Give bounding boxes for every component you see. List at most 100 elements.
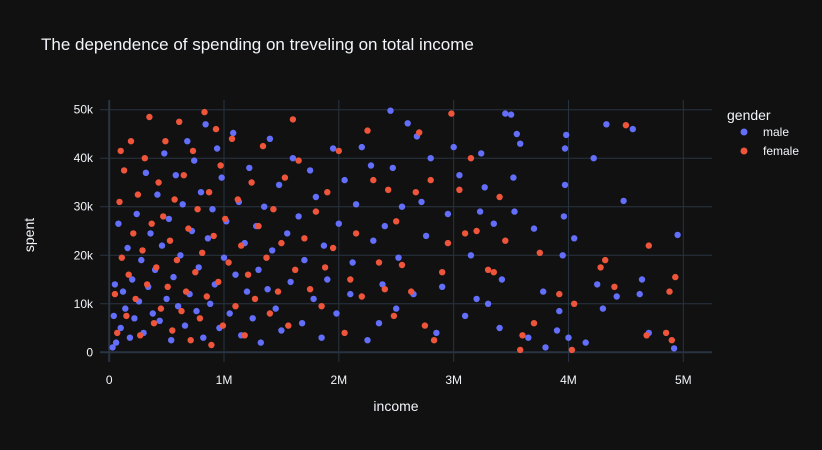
data-point-female bbox=[127, 138, 135, 145]
data-point-male bbox=[213, 145, 221, 152]
data-point-male bbox=[110, 312, 118, 320]
data-point-female bbox=[381, 286, 388, 293]
data-point-female bbox=[645, 242, 652, 249]
data-point-male bbox=[329, 145, 337, 152]
data-point-male bbox=[154, 191, 161, 198]
y-tick-label: 30k bbox=[74, 200, 94, 214]
data-point-female bbox=[289, 116, 297, 123]
data-point-male bbox=[158, 242, 166, 249]
data-point-male bbox=[613, 293, 620, 300]
data-point-female bbox=[194, 206, 201, 213]
data-point-male bbox=[590, 155, 597, 162]
data-point-male bbox=[287, 278, 294, 286]
data-point-female bbox=[153, 264, 160, 271]
data-point-female bbox=[568, 346, 576, 354]
data-point-male bbox=[232, 271, 239, 278]
x-tick-label: 3M bbox=[445, 373, 462, 387]
data-point-male bbox=[129, 276, 136, 283]
data-point-female bbox=[203, 293, 210, 300]
data-point-male bbox=[142, 169, 150, 176]
data-point-female bbox=[134, 191, 142, 198]
data-point-male bbox=[138, 256, 145, 264]
data-point-female bbox=[116, 198, 123, 206]
legend[interactable]: gender male female bbox=[727, 107, 799, 158]
data-point-female bbox=[263, 254, 270, 261]
data-point-male bbox=[174, 303, 182, 310]
data-point-female bbox=[251, 295, 259, 303]
data-point-female bbox=[448, 110, 455, 117]
data-point-female bbox=[370, 176, 377, 184]
data-point-male bbox=[126, 334, 134, 341]
data-point-female bbox=[364, 127, 371, 134]
data-point-male bbox=[149, 310, 156, 317]
data-point-female bbox=[255, 222, 262, 230]
data-point-female bbox=[117, 147, 124, 155]
data-point-female bbox=[496, 193, 503, 201]
data-point-male bbox=[335, 220, 342, 227]
data-point-male bbox=[561, 181, 569, 189]
chart-title: The dependence of spending on treveling … bbox=[41, 35, 474, 54]
data-point-male bbox=[450, 143, 457, 151]
data-point-female bbox=[393, 218, 400, 225]
data-point-female bbox=[611, 283, 618, 290]
data-point-male bbox=[352, 201, 360, 208]
data-point-male bbox=[476, 208, 484, 215]
data-point-male bbox=[226, 310, 233, 317]
data-point-female bbox=[306, 286, 314, 293]
legend-marker bbox=[740, 147, 748, 155]
data-point-female bbox=[266, 310, 274, 317]
data-point-male bbox=[427, 155, 434, 162]
data-point-male bbox=[191, 157, 198, 164]
legend-marker bbox=[740, 128, 748, 136]
data-point-male bbox=[249, 315, 256, 322]
data-point-female bbox=[148, 220, 155, 227]
data-point-male bbox=[670, 345, 678, 352]
y-tick-label: 40k bbox=[74, 151, 94, 165]
data-point-female bbox=[408, 288, 415, 295]
data-point-female bbox=[182, 288, 190, 295]
data-point-male bbox=[563, 131, 570, 139]
data-point-male bbox=[367, 162, 375, 169]
data-point-male bbox=[275, 181, 283, 189]
data-point-male bbox=[507, 111, 515, 118]
data-point-male bbox=[381, 222, 388, 230]
data-point-male bbox=[243, 288, 251, 295]
data-point-male bbox=[218, 174, 225, 181]
data-point-male bbox=[461, 312, 469, 320]
data-point-female bbox=[143, 281, 151, 288]
data-point-male bbox=[571, 235, 578, 242]
legend-item-male[interactable]: male bbox=[740, 125, 790, 139]
data-point-male bbox=[200, 334, 207, 341]
data-point-male bbox=[502, 110, 509, 117]
data-point-male bbox=[418, 198, 425, 206]
data-point-male bbox=[261, 203, 268, 210]
data-point-female bbox=[137, 332, 144, 339]
data-point-male bbox=[439, 283, 446, 290]
data-point-male bbox=[295, 213, 302, 220]
data-point-female bbox=[473, 227, 480, 235]
data-point-male bbox=[511, 208, 518, 215]
data-point-female bbox=[602, 256, 609, 264]
data-point-male bbox=[310, 295, 317, 303]
data-point-male bbox=[289, 155, 297, 162]
data-point-female bbox=[259, 142, 267, 150]
data-point-female bbox=[398, 261, 406, 269]
data-point-female bbox=[490, 269, 497, 276]
data-point-male bbox=[467, 252, 475, 259]
y-tick-label: 10k bbox=[74, 297, 94, 311]
data-point-male bbox=[272, 305, 279, 312]
data-point-female bbox=[385, 186, 392, 193]
data-point-male bbox=[560, 213, 568, 220]
x-tick-label: 4M bbox=[560, 373, 577, 387]
data-point-male bbox=[393, 305, 400, 312]
x-tick-label: 0 bbox=[106, 373, 113, 387]
legend-item-female[interactable]: female bbox=[740, 144, 800, 158]
data-point-female bbox=[125, 271, 132, 278]
data-point-female bbox=[205, 189, 213, 196]
data-point-male bbox=[603, 121, 610, 128]
data-point-female bbox=[192, 269, 199, 276]
data-point-male bbox=[341, 176, 348, 184]
legend-label: male bbox=[763, 125, 789, 139]
data-point-male bbox=[395, 254, 402, 261]
data-points bbox=[109, 107, 681, 354]
